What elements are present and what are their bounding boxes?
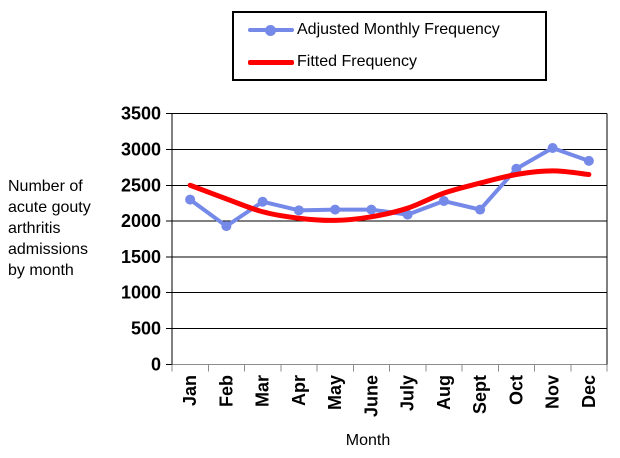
x-axis-tick-label: Nov: [543, 375, 563, 409]
y-axis-tick-label: 3000: [121, 139, 161, 159]
legend: Adjusted Monthly Frequency Fitted Freque…: [232, 11, 547, 81]
x-axis-tick-label: Apr: [289, 375, 309, 406]
legend-label-adjusted: Adjusted Monthly Frequency: [297, 21, 500, 38]
x-axis-tick-label: Jan: [180, 375, 200, 406]
x-axis-tick-label: Dec: [579, 375, 599, 408]
x-axis-tick-label: June: [361, 375, 381, 417]
series-adjusted-marker: [293, 205, 304, 216]
red-line-swatch-icon: [248, 59, 294, 65]
y-axis-title-line: admissions: [8, 241, 89, 258]
x-axis-tick-label: Sept: [470, 375, 490, 414]
y-axis-tick-label: 2000: [121, 211, 161, 231]
y-axis-tick-label: 0: [151, 354, 161, 374]
x-axis-tick-label: Mar: [253, 375, 273, 407]
series-adjusted-marker: [475, 204, 486, 215]
y-axis-title-line: Number of: [8, 178, 83, 195]
series-adjusted-marker: [221, 221, 232, 232]
y-axis-tick-label: 500: [131, 319, 161, 339]
y-axis-tick-label: 1000: [121, 283, 161, 303]
y-axis-tick-label: 2500: [121, 175, 161, 195]
series-adjusted-marker: [366, 204, 377, 215]
y-axis-title-line: arthritis: [8, 220, 61, 237]
x-axis-title: Month: [345, 432, 391, 449]
y-axis-title-line: acute gouty: [8, 199, 91, 216]
legend-label-fitted: Fitted Frequency: [297, 53, 418, 70]
series-adjusted-marker: [330, 204, 341, 215]
series-adjusted-marker: [402, 209, 413, 220]
x-axis-tick-label: Feb: [216, 375, 236, 407]
legend-item-adjusted: Adjusted Monthly Frequency: [234, 15, 545, 45]
legend-sample-fitted: [248, 56, 294, 68]
series-adjusted-marker: [511, 163, 522, 174]
x-axis-tick-label: Aug: [434, 375, 454, 410]
y-axis-title: Number of acute gouty arthritis admissio…: [8, 176, 128, 281]
x-axis-tick-label: July: [398, 375, 418, 411]
legend-sample-adjusted: [248, 24, 294, 36]
y-axis-tick-label: 1500: [121, 247, 161, 267]
series-adjusted-marker: [547, 142, 558, 153]
series-fitted-line: [187, 168, 592, 223]
x-axis-tick-label: Oct: [506, 375, 526, 405]
series-adjusted-marker: [185, 194, 196, 205]
series-adjusted-marker: [583, 155, 594, 166]
series-adjusted-marker: [438, 196, 449, 207]
series-adjusted-marker: [257, 196, 268, 207]
y-axis-title-line: by month: [8, 262, 74, 279]
blue-marker-icon: [265, 24, 276, 36]
y-axis-tick-label: 3500: [121, 104, 161, 124]
x-axis-tick-label: May: [325, 375, 345, 410]
legend-item-fitted: Fitted Frequency: [234, 47, 545, 77]
